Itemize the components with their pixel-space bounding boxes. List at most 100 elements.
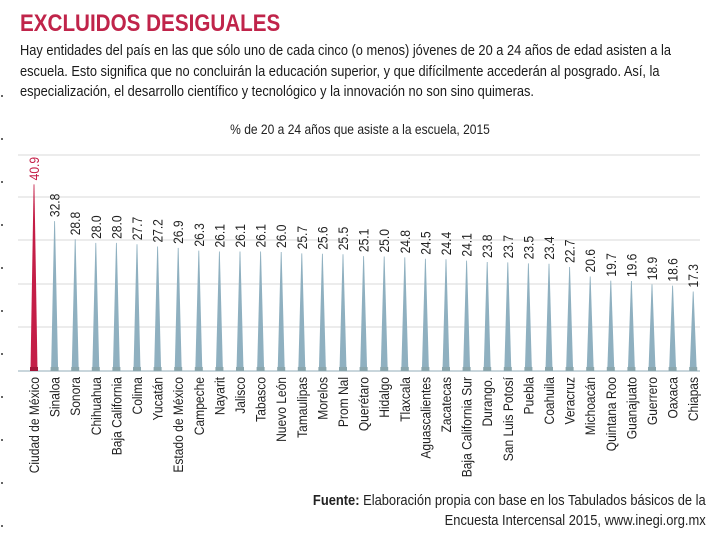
bar <box>566 266 574 370</box>
bar <box>71 239 79 370</box>
bar-base <box>668 367 677 371</box>
category-label: Prom Nal <box>335 377 351 427</box>
category-label: Nuevo León <box>273 377 289 442</box>
bar <box>463 260 471 370</box>
category-label: Baja California <box>109 376 125 455</box>
value-label: 26.9 <box>170 220 186 243</box>
value-label: 20.6 <box>582 249 598 272</box>
edge-mark <box>1 138 3 140</box>
category-label: Zacatecas <box>438 377 454 433</box>
value-label: 32.8 <box>47 194 63 217</box>
bar <box>504 262 512 370</box>
category-label: Chihuahua <box>88 376 104 435</box>
edge-mark <box>1 95 3 97</box>
value-label: 23.7 <box>500 235 516 258</box>
bar-base <box>689 367 698 371</box>
bar-base <box>277 367 286 371</box>
bar <box>195 250 203 370</box>
bar-base <box>133 367 141 371</box>
value-label: 25.5 <box>335 227 351 250</box>
category-label: Guanajuato <box>624 377 640 439</box>
bar <box>30 184 38 370</box>
bar-base <box>380 367 389 371</box>
bar-base <box>483 367 492 371</box>
category-label: Aguascalientes <box>418 377 434 459</box>
edge-mark <box>1 181 3 183</box>
bar-base <box>648 367 656 371</box>
category-label: Jalisco <box>232 377 248 414</box>
bar <box>92 242 100 370</box>
category-label: Querétaro <box>356 377 372 431</box>
value-label: 23.4 <box>541 236 557 259</box>
bar-base <box>91 367 100 371</box>
bar-base <box>545 367 553 371</box>
bar <box>545 263 553 370</box>
edge-mark <box>1 353 3 355</box>
bar <box>442 259 450 370</box>
value-label: 26.1 <box>232 224 248 247</box>
category-label: Oaxaca <box>665 376 681 418</box>
category-label: Tabasco <box>253 377 269 422</box>
left-edge-marks <box>0 95 4 535</box>
bar <box>257 251 265 370</box>
category-label: Nayarit <box>212 377 228 415</box>
value-label: 24.4 <box>438 232 454 255</box>
bar-base <box>421 367 430 371</box>
bar <box>318 253 326 370</box>
edge-mark <box>1 267 3 269</box>
bar <box>154 246 162 370</box>
bar <box>215 251 223 370</box>
category-label: Hidalgo <box>376 377 392 418</box>
bar <box>524 263 532 370</box>
category-label: Puebla <box>521 376 537 414</box>
edge-mark <box>1 224 3 226</box>
value-label: 25.1 <box>356 229 372 252</box>
bar-base <box>194 367 203 371</box>
bar <box>483 261 491 370</box>
bar <box>421 258 429 370</box>
value-label: 40.9 <box>26 157 42 180</box>
category-label: Guerrero <box>644 377 660 425</box>
bar-base <box>71 367 80 371</box>
edge-mark <box>1 439 3 441</box>
bar <box>669 285 677 370</box>
bar-base <box>462 367 471 371</box>
bar <box>236 251 244 370</box>
value-label: 23.5 <box>521 236 537 259</box>
category-label: Estado de México <box>170 377 186 473</box>
category-label: Colima <box>129 376 145 414</box>
page-title: EXCLUIDOS DESIGUALES <box>20 10 281 37</box>
category-label: Sonora <box>67 376 83 415</box>
edge-mark <box>1 525 3 527</box>
source-line-2: Encuesta Intercensal 2015, www.inegi.org… <box>444 512 706 529</box>
bar-base <box>339 367 347 371</box>
intro-line: especialización, el desarrollo científic… <box>20 83 535 100</box>
category-label: Campeche <box>191 377 207 435</box>
bar <box>586 276 594 370</box>
bar <box>360 256 368 370</box>
bar <box>112 242 120 370</box>
bar-base <box>503 367 512 371</box>
bar <box>607 280 615 370</box>
bar <box>133 244 141 370</box>
category-label: Sinaloa <box>47 376 63 417</box>
value-label: 25.6 <box>315 226 331 249</box>
value-label: 24.8 <box>397 230 413 253</box>
value-label: 17.3 <box>685 264 701 287</box>
category-label: Veracruz <box>562 377 578 424</box>
value-label: 25.0 <box>376 229 392 252</box>
bar <box>401 257 409 370</box>
bar <box>648 284 656 370</box>
value-label: 27.7 <box>129 217 145 240</box>
bar <box>277 251 285 370</box>
bars <box>30 184 698 371</box>
value-label: 25.7 <box>294 226 310 249</box>
edge-mark <box>1 310 3 312</box>
bar <box>298 253 306 370</box>
bar <box>174 247 182 370</box>
bar-base <box>524 367 533 371</box>
bar-base <box>627 367 636 371</box>
intro-line: escuela. Esto significa que no concluirá… <box>20 62 660 80</box>
value-label: 18.9 <box>644 257 660 280</box>
